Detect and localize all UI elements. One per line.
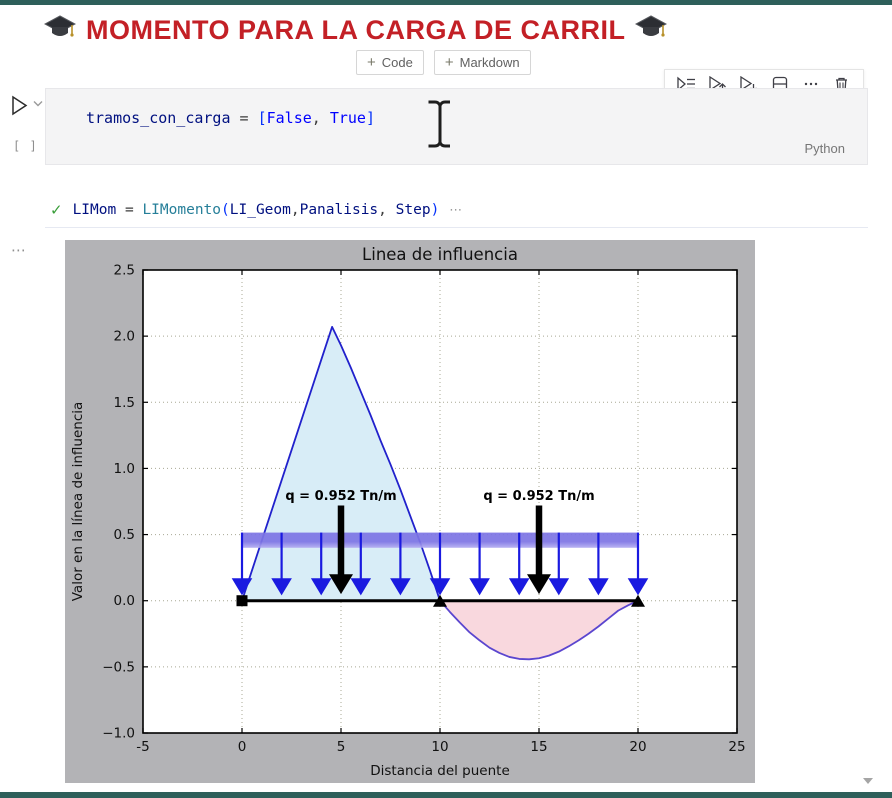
plus-icon: + [367, 54, 376, 71]
top-border-bar [0, 0, 892, 5]
code-cell[interactable]: tramos_con_carga = [False, True] Python [45, 88, 868, 165]
y-tick-label: 0.5 [114, 527, 135, 543]
code-summary-line[interactable]: LIMom = LIMomento(LI_Geom,Panalisis, Ste… [72, 202, 440, 218]
x-tick-label: -5 [136, 739, 149, 755]
y-tick-label: −1.0 [102, 726, 135, 742]
insert-cell-toolbar: + Code + Markdown [356, 50, 531, 75]
x-tick-label: 5 [337, 739, 346, 755]
output-plot: q = 0.952 Tn/m q = 0.952 Tn/m -5 0 5 10 15 20 25… [65, 240, 755, 783]
point-load: q = 0.952 Tn/m [285, 489, 397, 595]
y-tick-label: 1.0 [114, 461, 135, 477]
axes-background [143, 270, 737, 733]
x-tick-label: 10 [431, 739, 448, 755]
add-markdown-cell-button[interactable]: + Markdown [433, 50, 531, 75]
graduation-cap-icon [635, 14, 668, 47]
x-tick-label: 25 [728, 739, 745, 755]
graduation-cap-icon [43, 14, 77, 47]
support-marker-triangle [433, 594, 447, 607]
x-tick-label: 0 [238, 739, 247, 755]
y-axis-label: Valor en la línea de influencia [70, 402, 86, 602]
influence-line-span2-fill [440, 600, 638, 660]
plus-icon: + [444, 54, 454, 71]
executed-cell-summary[interactable]: ✓ LIMom = LIMomento(LI_Geom,Panalisis, S… [50, 201, 463, 219]
y-tick-label: −0.5 [102, 659, 135, 675]
distributed-load-arrows [231, 532, 649, 596]
x-tick-label: 20 [629, 739, 646, 755]
point-load: q = 0.952 Tn/m [483, 489, 595, 595]
y-tick-label: 1.5 [114, 395, 135, 411]
load-label: q = 0.952 Tn/m [483, 489, 594, 504]
chart-title: Linea de influencia [362, 245, 518, 264]
execution-count: [ ] [13, 139, 38, 153]
more-actions-icon[interactable] [801, 74, 821, 94]
add-code-cell-button[interactable]: + Code [356, 50, 424, 75]
check-icon: ✓ [50, 202, 63, 219]
axis-ticks [142, 269, 738, 734]
output-more-actions-icon[interactable]: ⋯ [11, 242, 27, 259]
page-title: MOMENTO PARA LA CARGA DE CARRIL [86, 15, 626, 45]
bottom-border-bar [0, 792, 892, 798]
x-axis-label: Distancia del puente [370, 763, 510, 779]
y-tick-label: 0.0 [114, 593, 135, 609]
influence-line-span2 [439, 599, 639, 661]
code-editor-line[interactable]: tramos_con_carga = [False, True] [86, 109, 375, 127]
influence-line-span1-fill [242, 326, 440, 601]
y-tick-label: 2.0 [114, 329, 135, 345]
kernel-language-label[interactable]: Python [804, 141, 845, 156]
run-options-chevron-icon[interactable] [33, 99, 43, 110]
collapsed-output-ellipsis[interactable]: ⋯ [449, 202, 464, 217]
scroll-down-hint-icon [862, 772, 874, 790]
markdown-title-row: MOMENTO PARA LA CARGA DE CARRIL [43, 14, 668, 47]
play-icon [12, 95, 28, 116]
support-marker-triangle [631, 594, 645, 607]
support-marker-square [236, 595, 248, 607]
x-tick-label: 15 [530, 739, 547, 755]
add-code-label: Code [381, 55, 413, 70]
load-label: q = 0.952 Tn/m [285, 489, 396, 504]
run-cell-button[interactable] [10, 95, 29, 116]
delete-cell-icon[interactable] [832, 74, 852, 94]
cell-divider [45, 227, 868, 228]
y-tick-label: 2.5 [114, 263, 135, 279]
add-markdown-label: Markdown [459, 55, 520, 70]
